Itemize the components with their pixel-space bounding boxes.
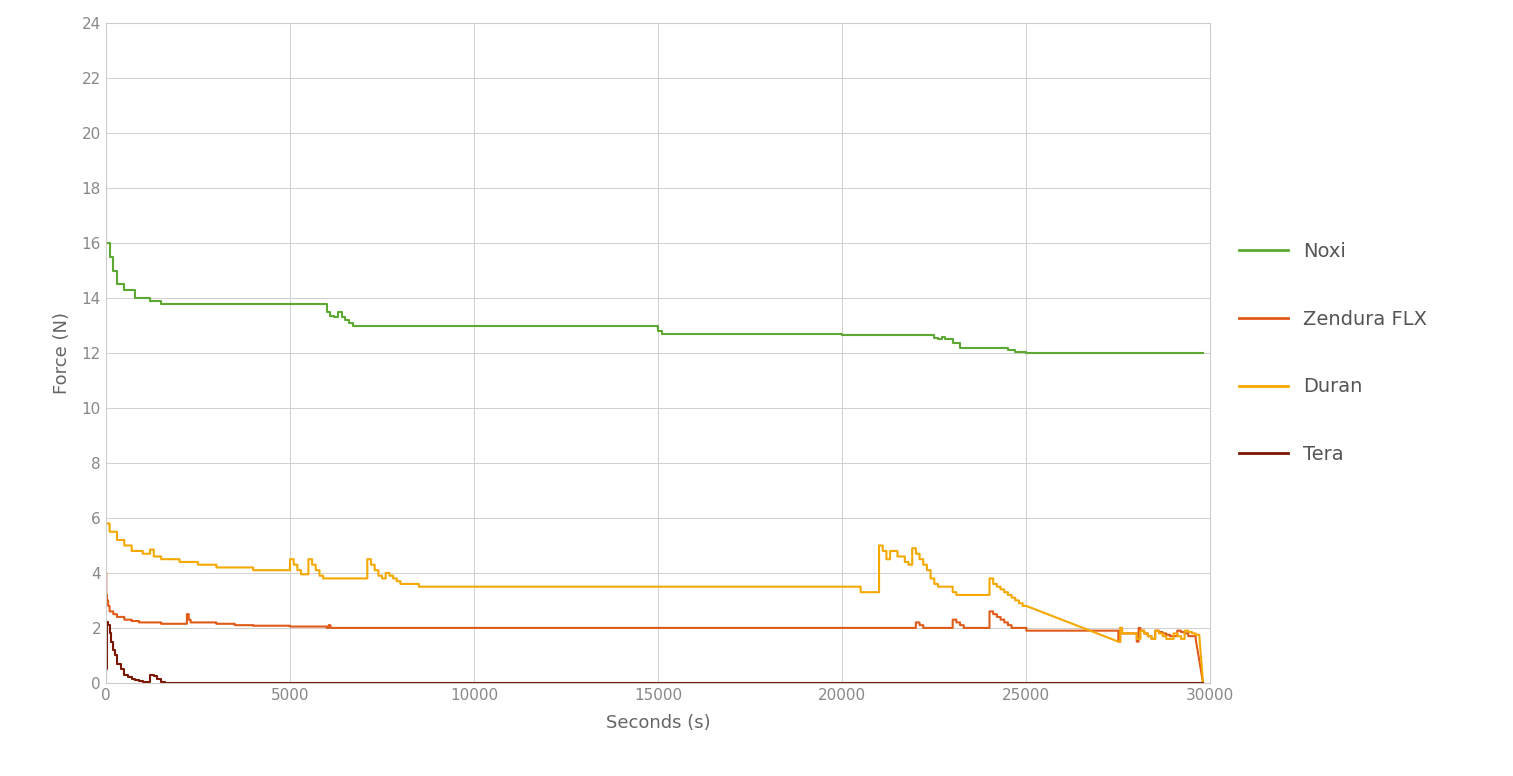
X-axis label: Seconds (s): Seconds (s) (605, 714, 711, 732)
Y-axis label: Force (N): Force (N) (53, 312, 71, 394)
Legend: Noxi, Zendura FLX, Duran, Tera: Noxi, Zendura FLX, Duran, Tera (1232, 234, 1434, 472)
